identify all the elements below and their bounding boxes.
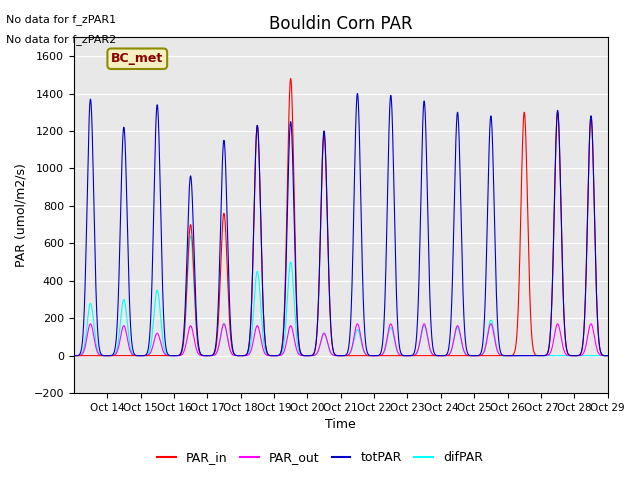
Text: No data for f_zPAR2: No data for f_zPAR2	[6, 34, 116, 45]
Y-axis label: PAR (umol/m2/s): PAR (umol/m2/s)	[15, 163, 28, 267]
X-axis label: Time: Time	[325, 419, 356, 432]
Legend: PAR_in, PAR_out, totPAR, difPAR: PAR_in, PAR_out, totPAR, difPAR	[152, 446, 488, 469]
Text: BC_met: BC_met	[111, 52, 163, 65]
Title: Bouldin Corn PAR: Bouldin Corn PAR	[269, 15, 413, 33]
Text: No data for f_zPAR1: No data for f_zPAR1	[6, 14, 116, 25]
